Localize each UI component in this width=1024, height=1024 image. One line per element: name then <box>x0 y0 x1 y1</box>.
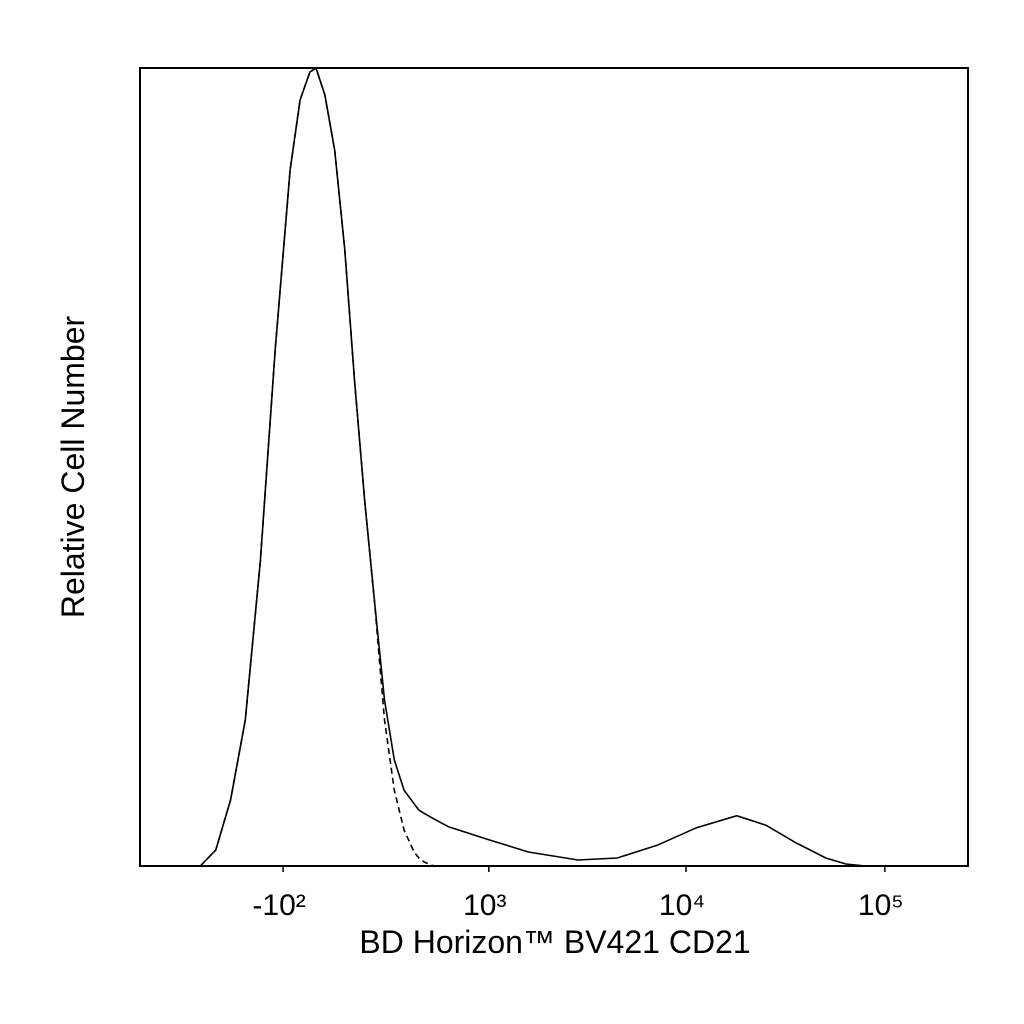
x-tick-label: -10² <box>252 889 305 922</box>
x-tick-label: 10⁵ <box>858 889 904 922</box>
x-tick-label: 10³ <box>463 889 506 922</box>
y-axis-title: Relative Cell Number <box>55 315 91 618</box>
histogram-line <box>199 66 866 867</box>
x-axis-title: BD Horizon™ BV421 CD21 <box>359 924 750 960</box>
x-tick-label: 10⁴ <box>659 889 705 922</box>
plot-frame <box>139 67 969 867</box>
histogram-line <box>199 66 435 867</box>
